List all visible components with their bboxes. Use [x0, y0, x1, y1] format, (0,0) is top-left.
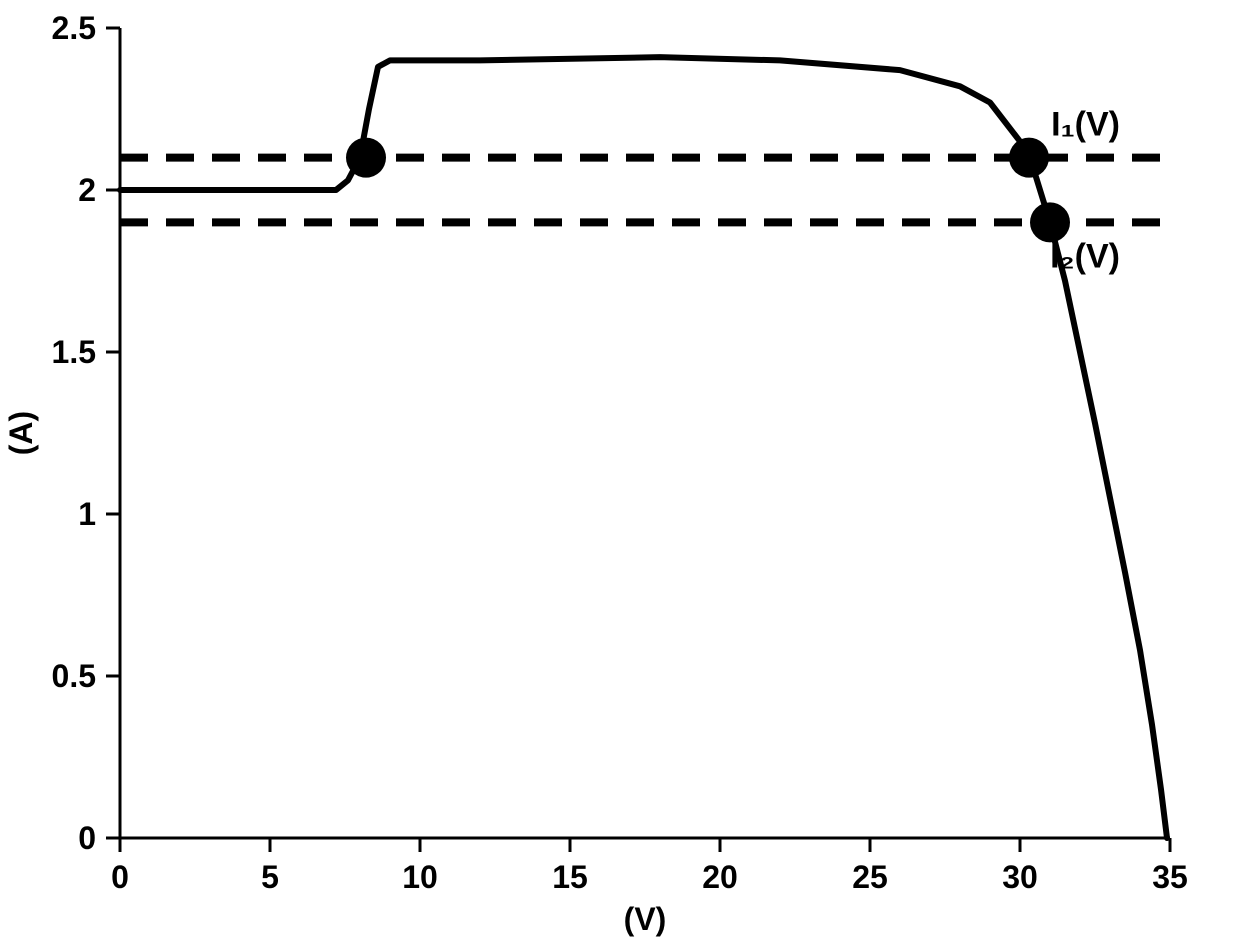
y-tick-label: 2.5	[52, 10, 96, 46]
y-tick-label: 0.5	[52, 658, 96, 694]
x-tick-label: 35	[1152, 859, 1188, 895]
x-tick-label: 5	[261, 859, 279, 895]
iv-chart: 0510152025303500.511.522.5(V)(A)I₁(V)I₂(…	[0, 0, 1240, 946]
marker-point	[1009, 138, 1049, 178]
y-tick-label: 0	[78, 820, 96, 856]
x-axis-label: (V)	[624, 901, 667, 937]
y-tick-label: 1	[78, 496, 96, 532]
y-tick-label: 2	[78, 172, 96, 208]
chart-svg: 0510152025303500.511.522.5(V)(A)I₁(V)I₂(…	[0, 0, 1240, 946]
y-tick-label: 1.5	[52, 334, 96, 370]
y-axis-label: (A)	[3, 411, 39, 455]
x-tick-label: 15	[552, 859, 588, 895]
x-tick-label: 30	[1002, 859, 1038, 895]
iv-curve	[120, 57, 1167, 838]
reference-label-I1: I₁(V)	[1051, 106, 1120, 144]
marker-point	[1030, 202, 1070, 242]
x-tick-label: 20	[702, 859, 738, 895]
x-tick-label: 0	[111, 859, 129, 895]
x-tick-label: 25	[852, 859, 888, 895]
x-tick-label: 10	[402, 859, 438, 895]
marker-point	[346, 138, 386, 178]
